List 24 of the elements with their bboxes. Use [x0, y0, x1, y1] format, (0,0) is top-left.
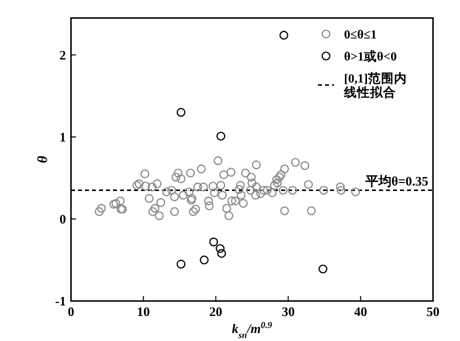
- point: [216, 244, 225, 253]
- point: [176, 108, 186, 117]
- x-tick-label: 10: [136, 304, 150, 319]
- x-tick-label: 20: [209, 304, 222, 319]
- x-tick-label: 40: [354, 304, 368, 319]
- point: [318, 264, 328, 274]
- point: [176, 260, 186, 269]
- y-tick-label: 0: [60, 211, 66, 226]
- y-tick-label: 2: [60, 47, 66, 62]
- point: [279, 30, 288, 40]
- point: [200, 256, 209, 264]
- x-tick-label: 50: [426, 304, 440, 319]
- x-axis-title: k$_{sn}$/m$^{0.9}$: [232, 320, 273, 340]
- point: [209, 238, 218, 246]
- annotation: 平均θ=0.35: [364, 173, 429, 188]
- legend-label: θ>1或θ<0: [344, 50, 397, 64]
- y-axis-title: θ: [36, 155, 51, 164]
- legend-label: [0,1]范围内线性拟合: [343, 72, 407, 100]
- legend-label: 0≤θ≤1: [344, 28, 377, 42]
- y-tick-label: -1: [55, 294, 66, 308]
- x-tick-label: 30: [282, 304, 295, 319]
- point: [216, 132, 226, 141]
- y-tick-label: 1: [60, 129, 66, 144]
- point: [217, 249, 226, 258]
